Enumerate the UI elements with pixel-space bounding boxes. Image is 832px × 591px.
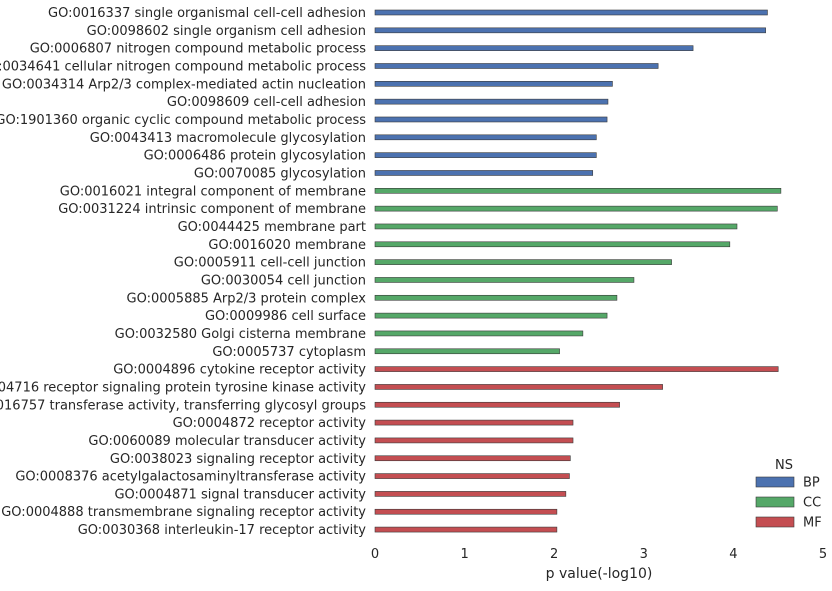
bar-bp-8: [374, 152, 597, 158]
category-label: GO:0016021 integral component of membran…: [60, 184, 366, 199]
category-label: GO:1901360 organic cyclic compound metab…: [0, 113, 366, 128]
category-label: GO:0004888 transmembrane signaling recep…: [1, 505, 366, 520]
bar-mf-22: [374, 401, 620, 408]
x-tick-label: 0: [371, 547, 379, 562]
category-labels-layer: GO:0016337 single organismal cell-cell a…: [0, 6, 366, 538]
bars-layer: [374, 9, 782, 533]
category-label: GO:0043413 macromolecule glycosylation: [90, 131, 366, 146]
legend-label-bp: BP: [803, 476, 820, 491]
category-label: GO:0016337 single organismal cell-cell a…: [48, 6, 366, 21]
bar-bp-3: [374, 63, 659, 69]
x-ticks-layer: 0 1 2 3 4 5: [371, 547, 827, 562]
x-tick-label: 3: [640, 547, 648, 562]
category-label: GO:0030368 interleukin-17 receptor activ…: [78, 523, 367, 538]
legend-label-mf: MF: [803, 516, 822, 531]
category-label: GO:0016757 transferase activity, transfe…: [0, 398, 366, 413]
bar-cc-16: [374, 294, 618, 301]
x-tick-label: 1: [460, 547, 468, 562]
bar-cc-17: [374, 312, 608, 319]
bar-bp-4: [374, 81, 613, 87]
bar-cc-13: [374, 241, 731, 248]
bar-cc-14: [374, 259, 672, 265]
category-label: GO:0034314 Arp2/3 complex-mediated actin…: [2, 77, 366, 92]
category-label: GO:0098602 single organism cell adhesion: [87, 24, 366, 39]
category-label: GO:0009986 cell surface: [205, 309, 366, 324]
category-label: GO:0060089 molecular transducer activity: [88, 434, 366, 449]
bar-mf-27: [374, 491, 567, 497]
legend-swatch-bp: [755, 476, 795, 488]
bar-mf-29: [374, 526, 558, 533]
category-label: GO:0031224 intrinsic component of membra…: [58, 202, 366, 217]
bar-cc-18: [374, 330, 584, 337]
category-label: GO:0004871 signal transducer activity: [114, 487, 366, 502]
category-label: GO:0004872 receptor activity: [173, 416, 367, 431]
category-label: GO:0044425 membrane part: [178, 220, 366, 235]
bar-bp-2: [374, 45, 694, 51]
x-tick-label: 4: [729, 547, 737, 562]
bar-bp-9: [374, 170, 594, 176]
legend: NS BP CC MF: [755, 458, 822, 531]
bar-cc-11: [374, 205, 778, 212]
category-label: GO:0032580 Golgi cisterna membrane: [115, 327, 366, 342]
category-label: GO:0006486 protein glycosylation: [144, 149, 366, 164]
legend-title: NS: [775, 458, 793, 473]
category-label: GO:0005911 cell-cell junction: [174, 256, 366, 271]
bar-cc-19: [374, 348, 560, 355]
x-tick-label: 5: [819, 547, 827, 562]
bar-bp-0: [374, 9, 768, 16]
bar-mf-28: [374, 508, 558, 515]
category-label: GO:0004896 cytokine receptor activity: [113, 363, 366, 378]
x-tick-label: 2: [550, 547, 558, 562]
bar-bp-6: [374, 116, 608, 123]
category-label: GO:0038023 signaling receptor activity: [110, 452, 366, 467]
bar-bp-7: [374, 134, 597, 141]
category-label: GO:0034641 cellular nitrogen compound me…: [0, 59, 366, 74]
bar-cc-10: [374, 188, 782, 194]
legend-swatch-cc: [755, 496, 795, 508]
bar-mf-21: [374, 384, 663, 390]
category-label: GO:0070085 glycosylation: [194, 166, 366, 181]
category-label: GO:0005737 cytoplasm: [212, 345, 366, 360]
bar-mf-25: [374, 455, 571, 462]
category-label: GO:0006807 nitrogen compound metabolic p…: [30, 42, 367, 57]
bar-bp-1: [374, 27, 766, 34]
bar-cc-12: [374, 223, 738, 230]
bar-mf-23: [374, 419, 574, 426]
bar-mf-20: [374, 366, 779, 372]
category-label: GO:0004716 receptor signaling protein ty…: [0, 380, 366, 395]
category-label: GO:0016020 membrane: [208, 238, 366, 253]
bar-bp-5: [374, 98, 609, 105]
legend-label-cc: CC: [803, 496, 821, 511]
category-label: GO:0030054 cell junction: [201, 273, 366, 288]
x-axis-label: p value(-log10): [546, 566, 653, 582]
bar-mf-24: [374, 437, 574, 444]
category-label: GO:0005885 Arp2/3 protein complex: [127, 291, 367, 306]
bar-mf-26: [374, 473, 570, 479]
category-label: GO:0098609 cell-cell adhesion: [167, 95, 366, 110]
bar-cc-15: [374, 277, 635, 283]
legend-swatch-mf: [755, 516, 795, 528]
category-label: GO:0008376 acetylgalactosaminyltransfera…: [15, 470, 366, 485]
